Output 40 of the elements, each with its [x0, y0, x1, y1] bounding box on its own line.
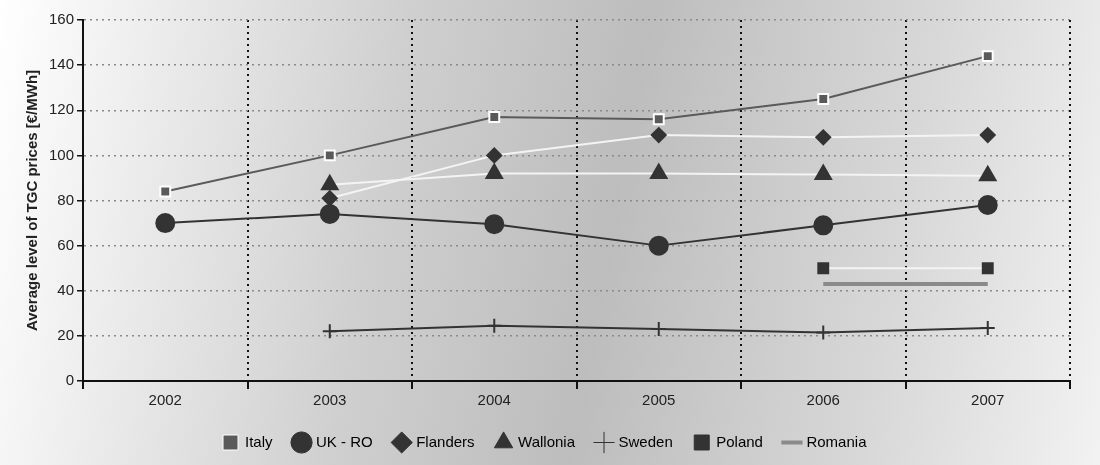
legend-label: Flanders	[416, 432, 475, 450]
legend-label: Italy	[245, 432, 274, 450]
legend-label: Sweden	[618, 432, 673, 450]
y-tick-label: 80	[57, 190, 75, 208]
point	[979, 319, 996, 336]
point	[484, 214, 505, 235]
y-tick-label: 140	[49, 55, 75, 73]
x-tick-label: 2006	[806, 391, 840, 409]
point	[488, 111, 501, 123]
x-tick-label: 2005	[642, 391, 676, 409]
point	[817, 93, 830, 105]
point	[977, 195, 998, 216]
point	[648, 235, 669, 256]
point	[321, 323, 338, 340]
legend-label: Poland	[716, 432, 763, 450]
y-tick-label: 40	[57, 280, 75, 298]
y-tick-label: 100	[49, 145, 75, 163]
legend-label: Romania	[806, 432, 868, 450]
x-tick-label: 2007	[971, 391, 1005, 409]
y-tick-label: 120	[49, 100, 75, 118]
point	[813, 215, 834, 236]
y-tick-label: 160	[49, 10, 75, 28]
point	[159, 185, 172, 198]
legend-label: UK - RO	[316, 432, 373, 450]
point	[650, 321, 667, 338]
point	[981, 50, 994, 63]
point	[319, 204, 340, 225]
x-tick-label: 2003	[313, 391, 347, 409]
point	[815, 324, 832, 341]
y-tick-label: 0	[65, 371, 75, 389]
point	[323, 149, 336, 162]
x-tick-label: 2002	[148, 391, 182, 409]
y-axis-title: Average level of TGC prices [€/MWh]	[23, 69, 41, 332]
legend-label: Wallonia	[518, 432, 576, 450]
x-tick-label: 2004	[477, 391, 511, 409]
y-tick-label: 60	[57, 235, 75, 253]
y-tick-label: 20	[57, 326, 75, 344]
point	[155, 213, 176, 234]
point	[652, 113, 665, 126]
point	[486, 317, 503, 334]
